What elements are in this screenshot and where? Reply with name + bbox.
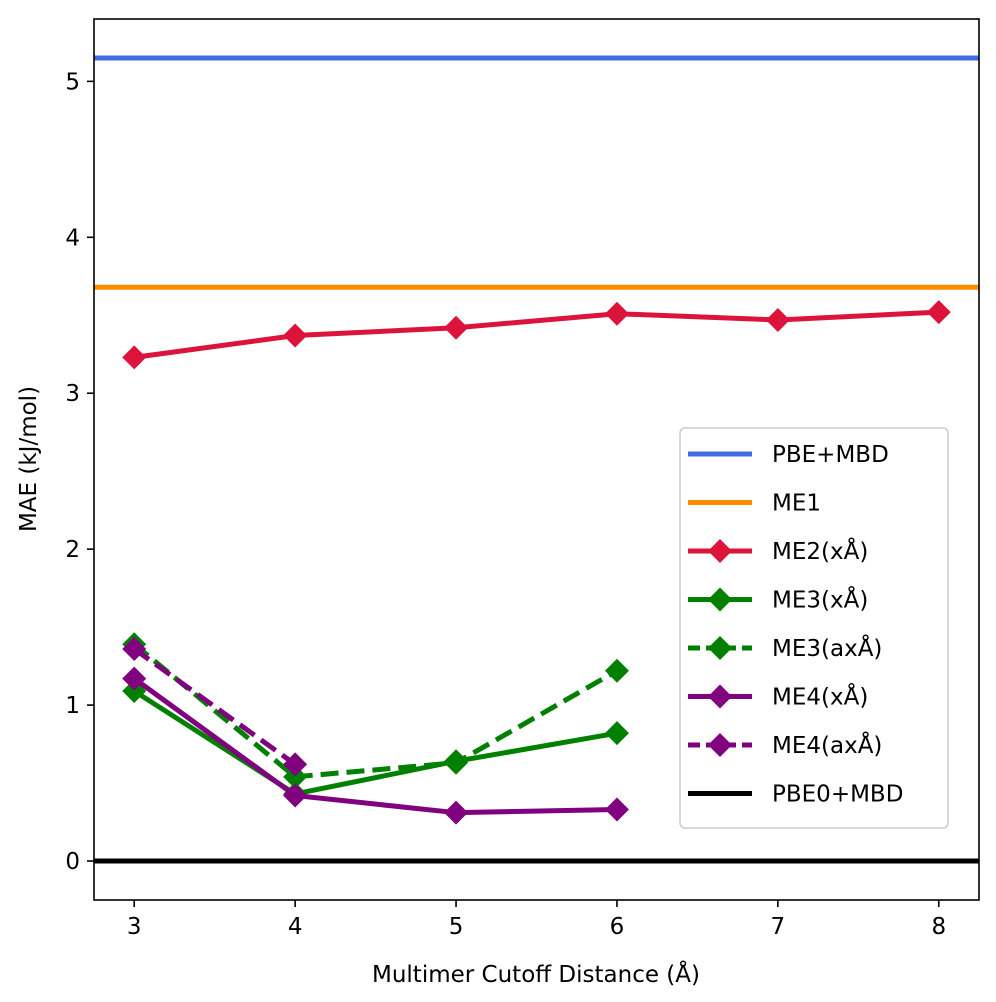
series-line <box>132 688 618 797</box>
legend-label: PBE+MBD <box>772 442 889 468</box>
data-point <box>122 345 147 370</box>
data-point <box>604 658 629 683</box>
series-layer <box>94 55 979 864</box>
legend: PBE+MBD ME1 ME2(xÅ) ME3(xÅ) ME3(axÅ) ME4(xÅ) M… <box>679 427 949 829</box>
legend-label: ME4(xÅ) <box>772 683 868 711</box>
legend-item-me4-x: ME4(xÅ) <box>688 683 868 711</box>
series-line <box>132 642 619 780</box>
x-tick-label: 4 <box>288 914 303 940</box>
data-point <box>283 783 308 808</box>
x-tick-label: 6 <box>610 914 625 940</box>
legend-item-me3-ax: ME3(axÅ) <box>688 634 882 662</box>
y-tick-label: 1 <box>65 693 80 719</box>
legend-item-me2-x: ME2(xÅ) <box>688 537 868 565</box>
legend-box <box>679 427 949 829</box>
data-point <box>444 315 469 340</box>
legend-label: ME4(axÅ) <box>772 731 882 759</box>
data-point <box>604 797 629 822</box>
y-axis: 0 1 2 3 4 5 <box>65 69 94 875</box>
series-line <box>133 309 939 360</box>
series-line <box>132 676 618 816</box>
legend-item-pbe0-mbd: PBE0+MBD <box>688 782 903 808</box>
data-point <box>765 307 790 332</box>
legend-marker <box>708 587 732 612</box>
legend-label: ME3(axÅ) <box>772 634 882 662</box>
series-me4-x <box>122 666 629 825</box>
data-point <box>283 764 308 789</box>
legend-label: ME2(xÅ) <box>772 537 868 565</box>
data-point <box>444 800 469 825</box>
legend-label: ME1 <box>772 491 821 517</box>
x-axis-label: Multimer Cutoff Distance (Å) <box>372 960 700 988</box>
x-axis: 3 4 5 6 7 8 <box>127 900 946 940</box>
plot-frame <box>93 18 980 901</box>
series-line <box>132 646 297 767</box>
y-tick-label: 0 <box>65 849 80 875</box>
legend-label: PBE0+MBD <box>772 782 903 808</box>
data-point <box>283 752 308 777</box>
x-tick-label: 3 <box>127 914 142 940</box>
data-point <box>122 636 147 661</box>
legend-item-me1: ME1 <box>688 491 821 517</box>
y-axis-label: MAE (kJ/mol) <box>16 386 42 532</box>
data-point <box>444 750 469 775</box>
y-tick-label: 4 <box>65 225 80 251</box>
x-tick-label: 8 <box>931 914 946 940</box>
legend-marker <box>708 636 732 660</box>
data-point <box>604 721 629 746</box>
data-point <box>122 666 147 691</box>
x-tick-label: 5 <box>449 914 464 940</box>
data-point <box>926 300 951 325</box>
legend-label: ME3(xÅ) <box>772 586 868 614</box>
legend-marker <box>708 684 732 709</box>
y-tick-label: 3 <box>65 381 80 407</box>
legend-item-me4-ax: ME4(axÅ) <box>688 731 882 759</box>
legend-marker <box>708 539 732 563</box>
y-tick-label: 5 <box>65 69 80 95</box>
data-point <box>604 301 629 326</box>
series-me4-ax <box>122 636 308 777</box>
y-tick-label: 2 <box>65 537 80 563</box>
legend-item-me3-x: ME3(xÅ) <box>688 586 868 614</box>
legend-marker <box>708 733 732 757</box>
data-point <box>283 323 308 348</box>
series-me2-x <box>122 300 951 370</box>
x-tick-label: 7 <box>771 914 786 940</box>
legend-item-pbe-mbd: PBE+MBD <box>688 442 889 468</box>
